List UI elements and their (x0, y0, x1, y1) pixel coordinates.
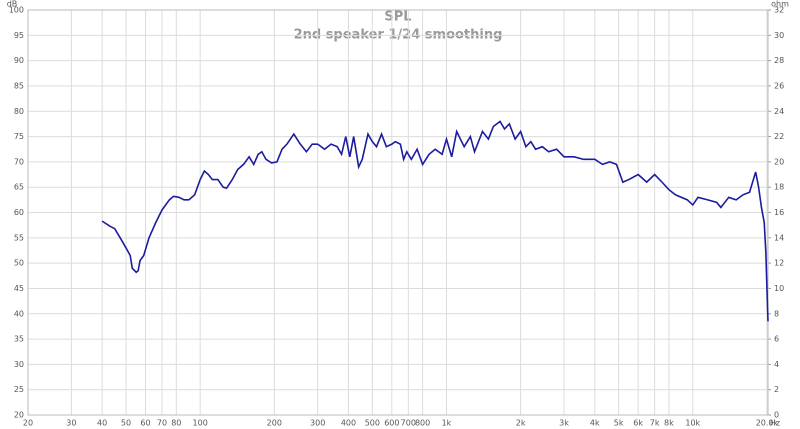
y-tick-label: 55 (14, 233, 24, 242)
y2-tick-label: 14 (774, 233, 784, 242)
y2-tick-label: 26 (774, 81, 784, 90)
y-tick-label: 35 (14, 335, 24, 344)
x-tick-label: 800 (415, 419, 430, 428)
x-tick-label: 500 (365, 419, 380, 428)
plot-frame (27, 9, 769, 416)
y2-tick-label: 6 (774, 335, 779, 344)
y2-tick-label: 32 (774, 6, 784, 15)
y2-tick-label: 0 (774, 411, 779, 420)
spl-line (101, 120, 769, 322)
x-tick-label: 3k (559, 419, 569, 428)
x-tick-label: 5k (614, 419, 624, 428)
x-tick-label: 20.0k (756, 419, 779, 428)
y2-axis-label: ohm (771, 0, 789, 9)
x-tick-label: 4k (590, 419, 600, 428)
x-tick-label: 2k (516, 419, 526, 428)
y-tick-label: 100 (9, 6, 24, 15)
x-tick-label: 60 (140, 419, 150, 428)
x-tick-label: 300 (310, 419, 325, 428)
chart-title: SPL (384, 10, 411, 25)
y2-tick-label: 30 (774, 31, 784, 40)
y-tick-label: 85 (14, 81, 24, 90)
y2-tick-label: 18 (774, 183, 784, 192)
y-tick-label: 75 (14, 132, 24, 141)
x-tick-label: 7k (650, 419, 660, 428)
y-tick-label: 40 (14, 309, 24, 318)
y-tick-label: 25 (14, 385, 24, 394)
y2-tick-label: 28 (774, 56, 784, 65)
y2-tick-label: 20 (774, 157, 784, 166)
y2-tick-label: 12 (774, 259, 784, 268)
x-tick-label: 10k (685, 419, 700, 428)
y-tick-label: 20 (14, 411, 24, 420)
x-tick-label: 400 (341, 419, 356, 428)
y2-tick-label: 4 (774, 360, 779, 369)
y-axis-label: dB (7, 0, 18, 9)
x-tick-label: 700 (401, 419, 416, 428)
x-tick-label: 20 (23, 419, 33, 428)
y2-tick-label: 24 (774, 107, 784, 116)
y2-tick-label: 2 (774, 385, 779, 394)
y-tick-label: 90 (14, 56, 24, 65)
x-tick-label: 100 (193, 419, 208, 428)
y-tick-label: 60 (14, 208, 24, 217)
x-tick-label: 8k (664, 419, 674, 428)
x-tick-label: 600 (384, 419, 399, 428)
x-tick-label: 70 (157, 419, 167, 428)
y2-tick-label: 8 (774, 309, 779, 318)
y2-tick-label: 22 (774, 132, 784, 141)
x-tick-label: 50 (121, 419, 131, 428)
x-tick-label: 6k (633, 419, 643, 428)
y-tick-label: 50 (14, 259, 24, 268)
y-tick-label: 80 (14, 107, 24, 116)
y-tick-label: 65 (14, 183, 24, 192)
y-tick-label: 45 (14, 284, 24, 293)
y-tick-label: 95 (14, 31, 24, 40)
y-tick-label: 70 (14, 157, 24, 166)
x-tick-label: 200 (267, 419, 282, 428)
x-axis-label: Hz (770, 419, 780, 428)
x-tick-label: 80 (171, 419, 181, 428)
y2-tick-label: 10 (774, 284, 784, 293)
x-tick-label: 40 (97, 419, 107, 428)
y2-tick-label: 16 (774, 208, 784, 217)
x-tick-label: 30 (66, 419, 76, 428)
x-tick-label: 1k (442, 419, 452, 428)
y-tick-label: 30 (14, 360, 24, 369)
